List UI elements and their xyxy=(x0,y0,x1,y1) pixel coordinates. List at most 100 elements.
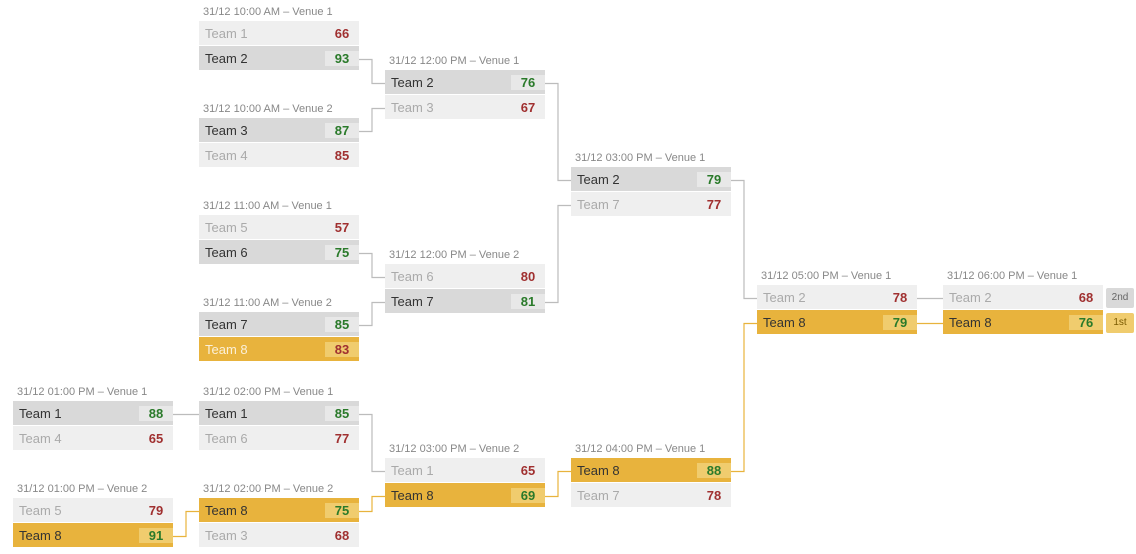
team-score: 67 xyxy=(511,100,545,115)
team-score: 80 xyxy=(511,269,545,284)
team-score: 68 xyxy=(325,528,359,543)
match-row[interactable]: Team 293 xyxy=(199,46,359,71)
match-row[interactable]: Team 485 xyxy=(199,143,359,168)
team-score: 88 xyxy=(697,463,731,478)
match-row[interactable]: Team 781 xyxy=(385,289,545,314)
match-row[interactable]: Team 165 xyxy=(385,458,545,483)
team-name: Team 2 xyxy=(943,290,1069,305)
placement-badge: 2nd xyxy=(1106,288,1134,308)
team-score: 79 xyxy=(883,315,917,330)
match-row[interactable]: Team 278 xyxy=(757,285,917,310)
match-header: 31/12 04:00 PM – Venue 1 xyxy=(571,441,731,458)
match-r1m4[interactable]: 31/12 11:00 AM – Venue 2Team 785Team 883 xyxy=(199,295,359,362)
team-score: 75 xyxy=(325,245,359,260)
team-name: Team 2 xyxy=(199,51,325,66)
match-header: 31/12 01:00 PM – Venue 1 xyxy=(13,384,173,401)
team-name: Team 7 xyxy=(571,197,697,212)
team-score: 66 xyxy=(325,26,359,41)
match-row[interactable]: Team 680 xyxy=(385,264,545,289)
match-row[interactable]: Team 875 xyxy=(199,498,359,523)
team-score: 88 xyxy=(139,406,173,421)
team-name: Team 7 xyxy=(199,317,325,332)
match-header: 31/12 12:00 PM – Venue 1 xyxy=(385,53,545,70)
match-l3m1[interactable]: 31/12 03:00 PM – Venue 2Team 165Team 869 xyxy=(385,441,545,508)
match-row[interactable]: Team 166 xyxy=(199,21,359,46)
match-header: 31/12 02:00 PM – Venue 2 xyxy=(199,481,359,498)
match-row[interactable]: Team 785 xyxy=(199,312,359,337)
match-row[interactable]: Team 188 xyxy=(13,401,173,426)
match-row[interactable]: Team 677 xyxy=(199,426,359,451)
team-name: Team 6 xyxy=(199,431,325,446)
match-l2m1[interactable]: 31/12 02:00 PM – Venue 1Team 185Team 677 xyxy=(199,384,359,451)
match-header: 31/12 03:00 PM – Venue 2 xyxy=(385,441,545,458)
match-row[interactable]: Team 276 xyxy=(385,70,545,95)
team-name: Team 1 xyxy=(13,406,139,421)
match-header: 31/12 10:00 AM – Venue 1 xyxy=(199,4,359,21)
team-score: 78 xyxy=(697,488,731,503)
match-l2m2[interactable]: 31/12 02:00 PM – Venue 2Team 875Team 368 xyxy=(199,481,359,548)
team-score: 85 xyxy=(325,406,359,421)
match-row[interactable]: Team 279 xyxy=(571,167,731,192)
match-row[interactable]: Team 675 xyxy=(199,240,359,265)
team-score: 57 xyxy=(325,220,359,235)
match-row[interactable]: Team 367 xyxy=(385,95,545,120)
match-r2m2[interactable]: 31/12 12:00 PM – Venue 2Team 680Team 781 xyxy=(385,247,545,314)
team-score: 83 xyxy=(325,342,359,357)
match-header: 31/12 11:00 AM – Venue 2 xyxy=(199,295,359,312)
team-score: 79 xyxy=(139,503,173,518)
team-name: Team 8 xyxy=(757,315,883,330)
match-l4m1[interactable]: 31/12 04:00 PM – Venue 1Team 888Team 778 xyxy=(571,441,731,508)
match-header: 31/12 12:00 PM – Venue 2 xyxy=(385,247,545,264)
team-score: 65 xyxy=(139,431,173,446)
match-header: 31/12 03:00 PM – Venue 1 xyxy=(571,150,731,167)
match-row[interactable]: Team 891 xyxy=(13,523,173,548)
team-score: 93 xyxy=(325,51,359,66)
match-header: 31/12 02:00 PM – Venue 1 xyxy=(199,384,359,401)
match-r1m1[interactable]: 31/12 10:00 AM – Venue 1Team 166Team 293 xyxy=(199,4,359,71)
match-row[interactable]: Team 368 xyxy=(199,523,359,548)
team-name: Team 3 xyxy=(199,123,325,138)
team-score: 69 xyxy=(511,488,545,503)
team-name: Team 8 xyxy=(199,342,325,357)
team-name: Team 8 xyxy=(571,463,697,478)
team-score: 85 xyxy=(325,317,359,332)
team-score: 77 xyxy=(697,197,731,212)
team-name: Team 8 xyxy=(943,315,1069,330)
team-score: 76 xyxy=(511,75,545,90)
team-score: 78 xyxy=(883,290,917,305)
tournament-bracket: 31/12 10:00 AM – Venue 1Team 166Team 293… xyxy=(0,0,1136,554)
match-sfm1[interactable]: 31/12 05:00 PM – Venue 1Team 278Team 879 xyxy=(757,268,917,335)
match-row[interactable]: Team 557 xyxy=(199,215,359,240)
team-name: Team 2 xyxy=(757,290,883,305)
team-score: 91 xyxy=(139,528,173,543)
team-score: 65 xyxy=(511,463,545,478)
match-row[interactable]: Team 777 xyxy=(571,192,731,217)
match-row[interactable]: Team 185 xyxy=(199,401,359,426)
match-r1m3[interactable]: 31/12 11:00 AM – Venue 1Team 557Team 675 xyxy=(199,198,359,265)
match-row[interactable]: Team 465 xyxy=(13,426,173,451)
match-row[interactable]: Team 869 xyxy=(385,483,545,508)
team-name: Team 8 xyxy=(199,503,325,518)
team-score: 75 xyxy=(325,503,359,518)
team-score: 87 xyxy=(325,123,359,138)
match-l1m1[interactable]: 31/12 01:00 PM – Venue 1Team 188Team 465 xyxy=(13,384,173,451)
match-row[interactable]: Team 883 xyxy=(199,337,359,362)
match-r3m1[interactable]: 31/12 03:00 PM – Venue 1Team 279Team 777 xyxy=(571,150,731,217)
match-fm1[interactable]: 31/12 06:00 PM – Venue 1Team 268Team 876 xyxy=(943,268,1103,335)
match-row[interactable]: Team 387 xyxy=(199,118,359,143)
team-score: 81 xyxy=(511,294,545,309)
match-l1m2[interactable]: 31/12 01:00 PM – Venue 2Team 579Team 891 xyxy=(13,481,173,548)
team-name: Team 4 xyxy=(13,431,139,446)
match-row[interactable]: Team 876 xyxy=(943,310,1103,335)
team-name: Team 2 xyxy=(571,172,697,187)
match-row[interactable]: Team 268 xyxy=(943,285,1103,310)
team-name: Team 6 xyxy=(199,245,325,260)
match-header: 31/12 10:00 AM – Venue 2 xyxy=(199,101,359,118)
match-row[interactable]: Team 579 xyxy=(13,498,173,523)
team-score: 85 xyxy=(325,148,359,163)
match-r2m1[interactable]: 31/12 12:00 PM – Venue 1Team 276Team 367 xyxy=(385,53,545,120)
match-row[interactable]: Team 879 xyxy=(757,310,917,335)
match-row[interactable]: Team 778 xyxy=(571,483,731,508)
match-r1m2[interactable]: 31/12 10:00 AM – Venue 2Team 387Team 485 xyxy=(199,101,359,168)
match-row[interactable]: Team 888 xyxy=(571,458,731,483)
